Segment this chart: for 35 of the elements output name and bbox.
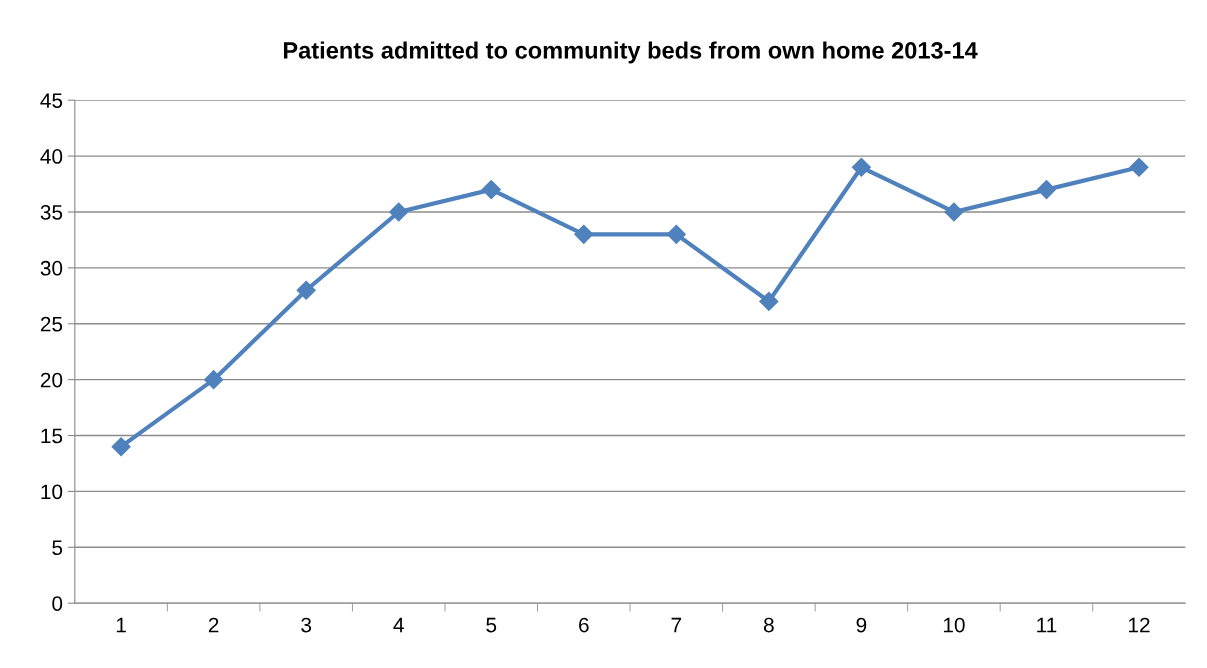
chart-title: Patients admitted to community beds from own home 2013-14 xyxy=(283,41,978,64)
x-tick-label: 11 xyxy=(1037,617,1057,633)
x-tick-label: 3 xyxy=(301,617,312,633)
point xyxy=(666,224,686,244)
x-tick-label: 12 xyxy=(1129,617,1150,633)
y-tick-label: 40 xyxy=(40,149,63,164)
y-tick-label: 25 xyxy=(40,316,63,332)
point xyxy=(1129,157,1149,177)
y-tick-label: 5 xyxy=(52,540,63,556)
point xyxy=(111,437,131,457)
x-tick-label: 1 xyxy=(116,617,126,633)
point xyxy=(944,202,964,222)
x-tick-label: 8 xyxy=(763,617,774,633)
point xyxy=(204,370,224,390)
y-tick-label: 10 xyxy=(41,484,63,500)
point xyxy=(759,291,779,311)
y-tick-label: 45 xyxy=(40,93,63,108)
point xyxy=(389,202,409,222)
x-tick-label: 9 xyxy=(856,617,867,633)
y-tick-label: 15 xyxy=(41,428,63,444)
point xyxy=(574,224,594,244)
x-tick-label: 6 xyxy=(579,617,589,633)
point xyxy=(296,280,316,300)
x-tick-label: 10 xyxy=(943,617,965,633)
point xyxy=(481,180,501,200)
y-tick-label: 20 xyxy=(40,372,63,388)
y-tick-label: 30 xyxy=(40,260,63,276)
x-tick-label: 4 xyxy=(393,617,404,633)
y-tick-label: 0 xyxy=(52,596,63,611)
x-tick-label: 7 xyxy=(671,617,682,633)
point xyxy=(1036,180,1057,200)
x-tick-label: 2 xyxy=(208,617,219,633)
y-tick-label: 35 xyxy=(40,204,63,220)
point xyxy=(851,157,871,177)
x-tick-label: 5 xyxy=(486,617,497,633)
